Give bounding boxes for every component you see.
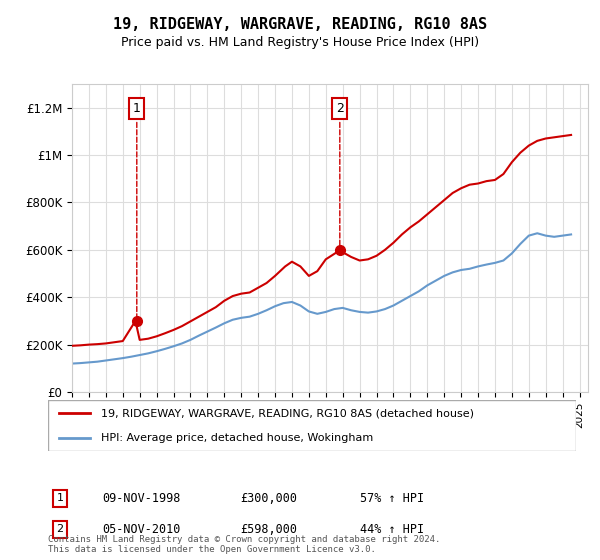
Text: 2: 2 [56, 524, 64, 534]
Text: Contains HM Land Registry data © Crown copyright and database right 2024.
This d: Contains HM Land Registry data © Crown c… [48, 535, 440, 554]
Text: HPI: Average price, detached house, Wokingham: HPI: Average price, detached house, Woki… [101, 433, 373, 443]
Text: 19, RIDGEWAY, WARGRAVE, READING, RG10 8AS (detached house): 19, RIDGEWAY, WARGRAVE, READING, RG10 8A… [101, 408, 474, 418]
Text: 09-NOV-1998: 09-NOV-1998 [102, 492, 181, 505]
Text: 44% ↑ HPI: 44% ↑ HPI [360, 522, 424, 536]
Text: Price paid vs. HM Land Registry's House Price Index (HPI): Price paid vs. HM Land Registry's House … [121, 36, 479, 49]
Text: 2: 2 [336, 102, 344, 248]
Text: 57% ↑ HPI: 57% ↑ HPI [360, 492, 424, 505]
Text: 19, RIDGEWAY, WARGRAVE, READING, RG10 8AS: 19, RIDGEWAY, WARGRAVE, READING, RG10 8A… [113, 17, 487, 32]
Text: £598,000: £598,000 [240, 522, 297, 536]
Text: 05-NOV-2010: 05-NOV-2010 [102, 522, 181, 536]
Text: £300,000: £300,000 [240, 492, 297, 505]
Text: 1: 1 [133, 102, 141, 318]
Text: 1: 1 [56, 493, 64, 503]
